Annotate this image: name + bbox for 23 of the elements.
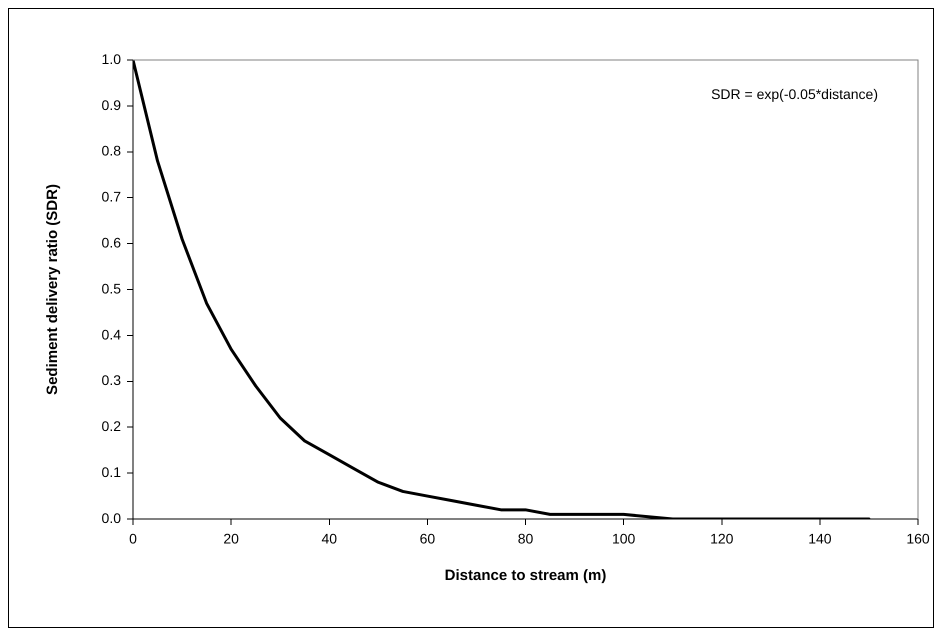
y-tick-label: 0.1 [102,464,122,480]
y-tick-label: 1.0 [102,50,122,67]
y-tick-label: 0.5 [102,280,122,296]
x-tick-label: 20 [223,530,240,546]
y-axis-title: Sediment delivery ratio (SDR) [44,184,62,395]
y-tick-label: 0.8 [102,142,122,159]
y-tick-label: 0.6 [102,234,122,250]
x-tick-label: 40 [321,530,338,546]
y-tick-label: 0.0 [102,510,122,526]
y-tick-label: 0.9 [102,96,122,113]
x-tick-label: 80 [518,530,534,546]
y-tick-label: 0.4 [102,326,122,342]
x-tick-label: 160 [906,530,930,546]
annotation: SDR = exp(-0.05*distance) [711,86,878,102]
x-tick-label: 140 [808,530,832,546]
y-tick-label: 0.2 [102,418,122,434]
x-tick-label: 120 [710,530,734,546]
x-tick-label: 60 [420,530,436,546]
x-axis-title: Distance to stream (m) [444,567,606,584]
x-tick-label: 0 [129,530,138,546]
y-tick-label: 0.3 [102,372,122,388]
x-tick-label: 100 [612,530,636,546]
y-tick-label: 0.7 [102,188,122,205]
